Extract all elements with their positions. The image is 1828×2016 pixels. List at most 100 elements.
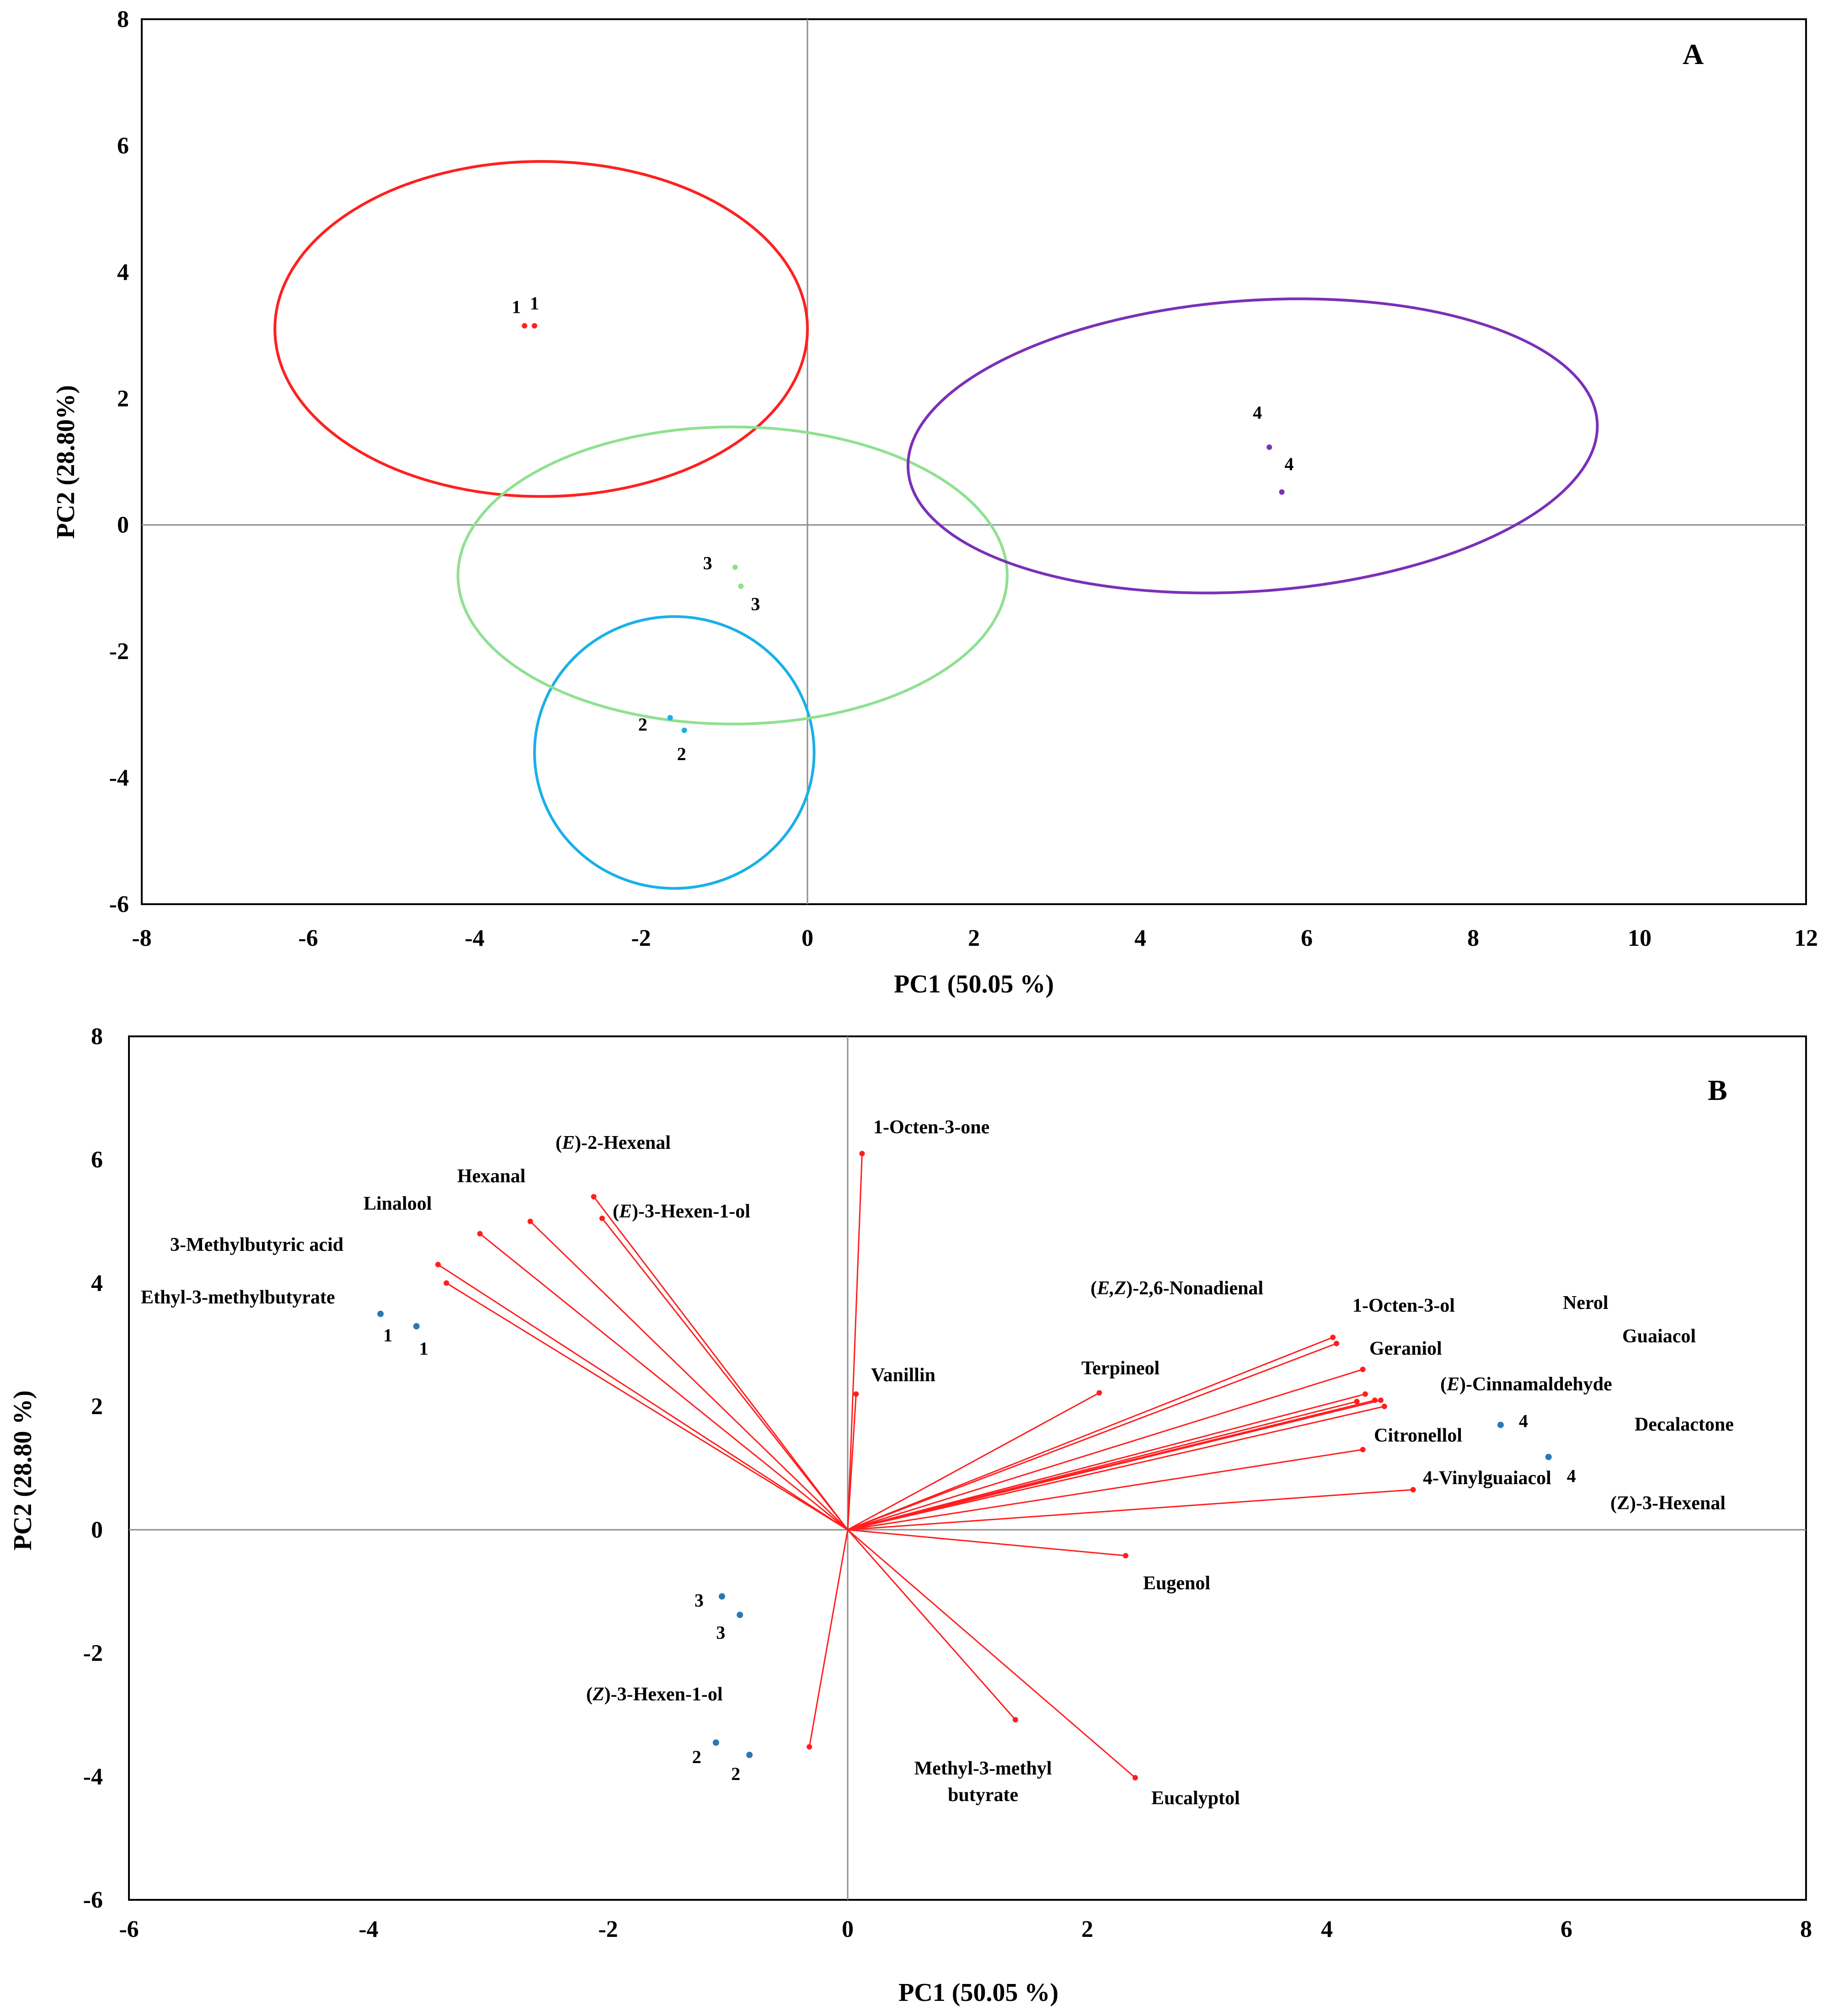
- loading-point-4-vinylguaiacol: [1360, 1447, 1366, 1453]
- loading-point-ethyl-3-methylbutyrate: [444, 1280, 449, 1286]
- panel-a-x-ticks: -8 -6 -4 -2 0 2 4 6 8 10 12: [132, 925, 1818, 951]
- group-1-point: [522, 323, 528, 329]
- panelA-x-tick-label: 4: [1134, 925, 1146, 951]
- var-label-ethyl-3-methylbutyrate: Ethyl-3-methylbutyrate: [141, 1287, 335, 1308]
- loading-point-linalool: [477, 1231, 483, 1237]
- group-1-ellipse: [273, 160, 809, 498]
- group-3-point: [738, 583, 744, 589]
- loading-vector-z-3-hexenal: [847, 1489, 1413, 1531]
- panelA-y-tick-label: 8: [117, 6, 129, 32]
- loading-point-e-z-2-6-nonadienal: [1330, 1335, 1336, 1340]
- loading-point-nerol: [1362, 1391, 1368, 1397]
- var-label-decalactone: Decalactone: [1635, 1414, 1734, 1435]
- score-point-group-3: [718, 1593, 725, 1600]
- loading-vector-terpineol: [847, 1392, 1100, 1531]
- panelB-y-tick-label: 4: [91, 1270, 103, 1296]
- score-point-label: 1: [419, 1338, 428, 1359]
- panelB-y-tick-label: -4: [83, 1764, 103, 1790]
- var-label-vanillin: Vanillin: [871, 1365, 935, 1386]
- panelB-y-tick-label: 2: [91, 1394, 103, 1420]
- group-4-point-label: 4: [1284, 454, 1293, 474]
- var-label-e-z-2-6-nonadienal: (E,Z)-2,6-Nonadienal: [1090, 1278, 1263, 1299]
- var-label-z-3-hexen-1-ol-rest: )-3-Hexen-1-ol: [604, 1684, 723, 1705]
- panel-b-x-ticks: -6 -4 -2 0 2 4 6 8: [119, 1916, 1812, 1942]
- panelB-x-tick-label: 4: [1321, 1916, 1333, 1942]
- loading-vector-1-octen-3-ol: [847, 1343, 1337, 1531]
- loading-point-z-3-hexen-1-ol: [807, 1744, 812, 1750]
- panel-b-loading-vectors: [435, 1151, 1416, 1780]
- loading-vector-decalactone: [847, 1399, 1381, 1531]
- panel-a-ellipses: [273, 160, 1599, 890]
- loading-vector-ethyl-3-methylbutyrate: [446, 1282, 848, 1531]
- panel-a-y-ticks: -6 -4 -2 0 2 4 6 8: [109, 6, 129, 917]
- panelA-y-tick-label: 0: [117, 512, 129, 538]
- loading-vector-eucalyptol: [847, 1529, 1136, 1779]
- var-label-nerol: Nerol: [1563, 1292, 1609, 1314]
- panelA-x-tick-label: -6: [298, 925, 318, 951]
- loading-vector-z-3-hexen-1-ol: [808, 1529, 849, 1747]
- score-point-group-2: [746, 1752, 753, 1759]
- score-point-group-3: [737, 1611, 743, 1618]
- score-point-label: 2: [692, 1747, 701, 1767]
- score-point-group-4: [1545, 1453, 1552, 1460]
- loading-point-e-3-hexen-1-ol: [599, 1215, 605, 1221]
- group-2-ellipse: [533, 615, 816, 890]
- loading-point-z-3-hexenal: [1410, 1487, 1416, 1493]
- panelA-x-tick-label: 2: [968, 925, 980, 951]
- group-2-point-label: 2: [677, 744, 686, 764]
- loading-point-e-cinnamaldehyde: [1354, 1399, 1360, 1405]
- panelA-x-tick-label: 10: [1628, 925, 1652, 951]
- score-point-label: 3: [716, 1622, 725, 1643]
- var-label-1-octen-3-one: 1-Octen-3-one: [873, 1117, 989, 1138]
- loading-point-vanillin: [853, 1391, 859, 1397]
- score-point-group-2: [712, 1739, 719, 1746]
- panel-a-zero-lines: [142, 19, 1806, 904]
- panel-b-letter: B: [1708, 1074, 1727, 1106]
- panel-b-y-ticks: -6 -4 -2 0 2 4 6 8: [83, 1024, 103, 1913]
- var-label-e-3-hexen-1-ol: (E)-3-Hexen-1-ol: [613, 1201, 750, 1222]
- var-label-1-octen-3-ol: 1-Octen-3-ol: [1352, 1295, 1455, 1316]
- panelB-x-tick-label: -6: [119, 1916, 139, 1942]
- group-1-point-label: 1: [512, 296, 521, 317]
- group-1-point-label: 1: [530, 293, 539, 313]
- var-label-e-3-hexen-1-ol-italic: E: [619, 1201, 632, 1222]
- panel-b-y-axis-title: PC2 (28.80 %): [9, 1390, 37, 1550]
- panelA-x-tick-label: 12: [1794, 925, 1818, 951]
- group-2-point: [667, 715, 673, 721]
- var-label-cinnamaldehyde-italic: E: [1446, 1374, 1459, 1395]
- panel-a-points: 1 1 2 2 3 3 4 4: [512, 293, 1293, 764]
- panel-a-letter: A: [1683, 38, 1704, 70]
- panelB-x-tick-label: 6: [1561, 1916, 1572, 1942]
- group-4-ellipse: [906, 297, 1599, 595]
- var-label-eugenol: Eugenol: [1143, 1573, 1210, 1594]
- loading-vector-nerol: [847, 1393, 1366, 1531]
- score-point-label: 2: [731, 1764, 740, 1784]
- var-label-e-2-hexenal: (E)-2-Hexenal: [556, 1132, 671, 1153]
- panelA-y-tick-label: -4: [109, 765, 129, 791]
- panelA-y-tick-label: -6: [109, 891, 129, 917]
- group-3-ellipse: [456, 425, 1009, 726]
- panelA-x-tick-label: 8: [1467, 925, 1479, 951]
- group-2-point-label: 2: [638, 714, 647, 735]
- loading-point-decalactone: [1378, 1397, 1384, 1403]
- loading-point-terpineol: [1096, 1390, 1102, 1396]
- loading-point-eugenol: [1122, 1553, 1128, 1559]
- panelB-y-tick-label: -6: [83, 1887, 103, 1913]
- var-label-3-methylbutyric-acid: 3-Methylbutyric acid: [170, 1234, 343, 1255]
- loading-point-hexanal: [527, 1218, 533, 1224]
- group-3-point-label: 3: [751, 594, 760, 614]
- panelB-y-tick-label: 6: [91, 1147, 103, 1173]
- loading-vector-linalool: [479, 1233, 848, 1531]
- panel-a-plot-frame: [141, 18, 1807, 905]
- loading-vector-4-vinylguaiacol: [847, 1449, 1363, 1531]
- var-label-citronellol: Citronellol: [1374, 1425, 1462, 1446]
- score-point-label: 4: [1519, 1411, 1528, 1432]
- var-label-terpineol: Terpineol: [1081, 1358, 1160, 1379]
- loading-vector-citronellol: [847, 1405, 1385, 1531]
- loading-point-geraniol: [1360, 1367, 1366, 1373]
- var-label-e-cinnamaldehyde: (E)-Cinnamaldehyde: [1440, 1374, 1612, 1395]
- panelB-x-tick-label: -4: [358, 1916, 378, 1942]
- loading-vector-e-z-2-6-nonadienal: [847, 1336, 1333, 1531]
